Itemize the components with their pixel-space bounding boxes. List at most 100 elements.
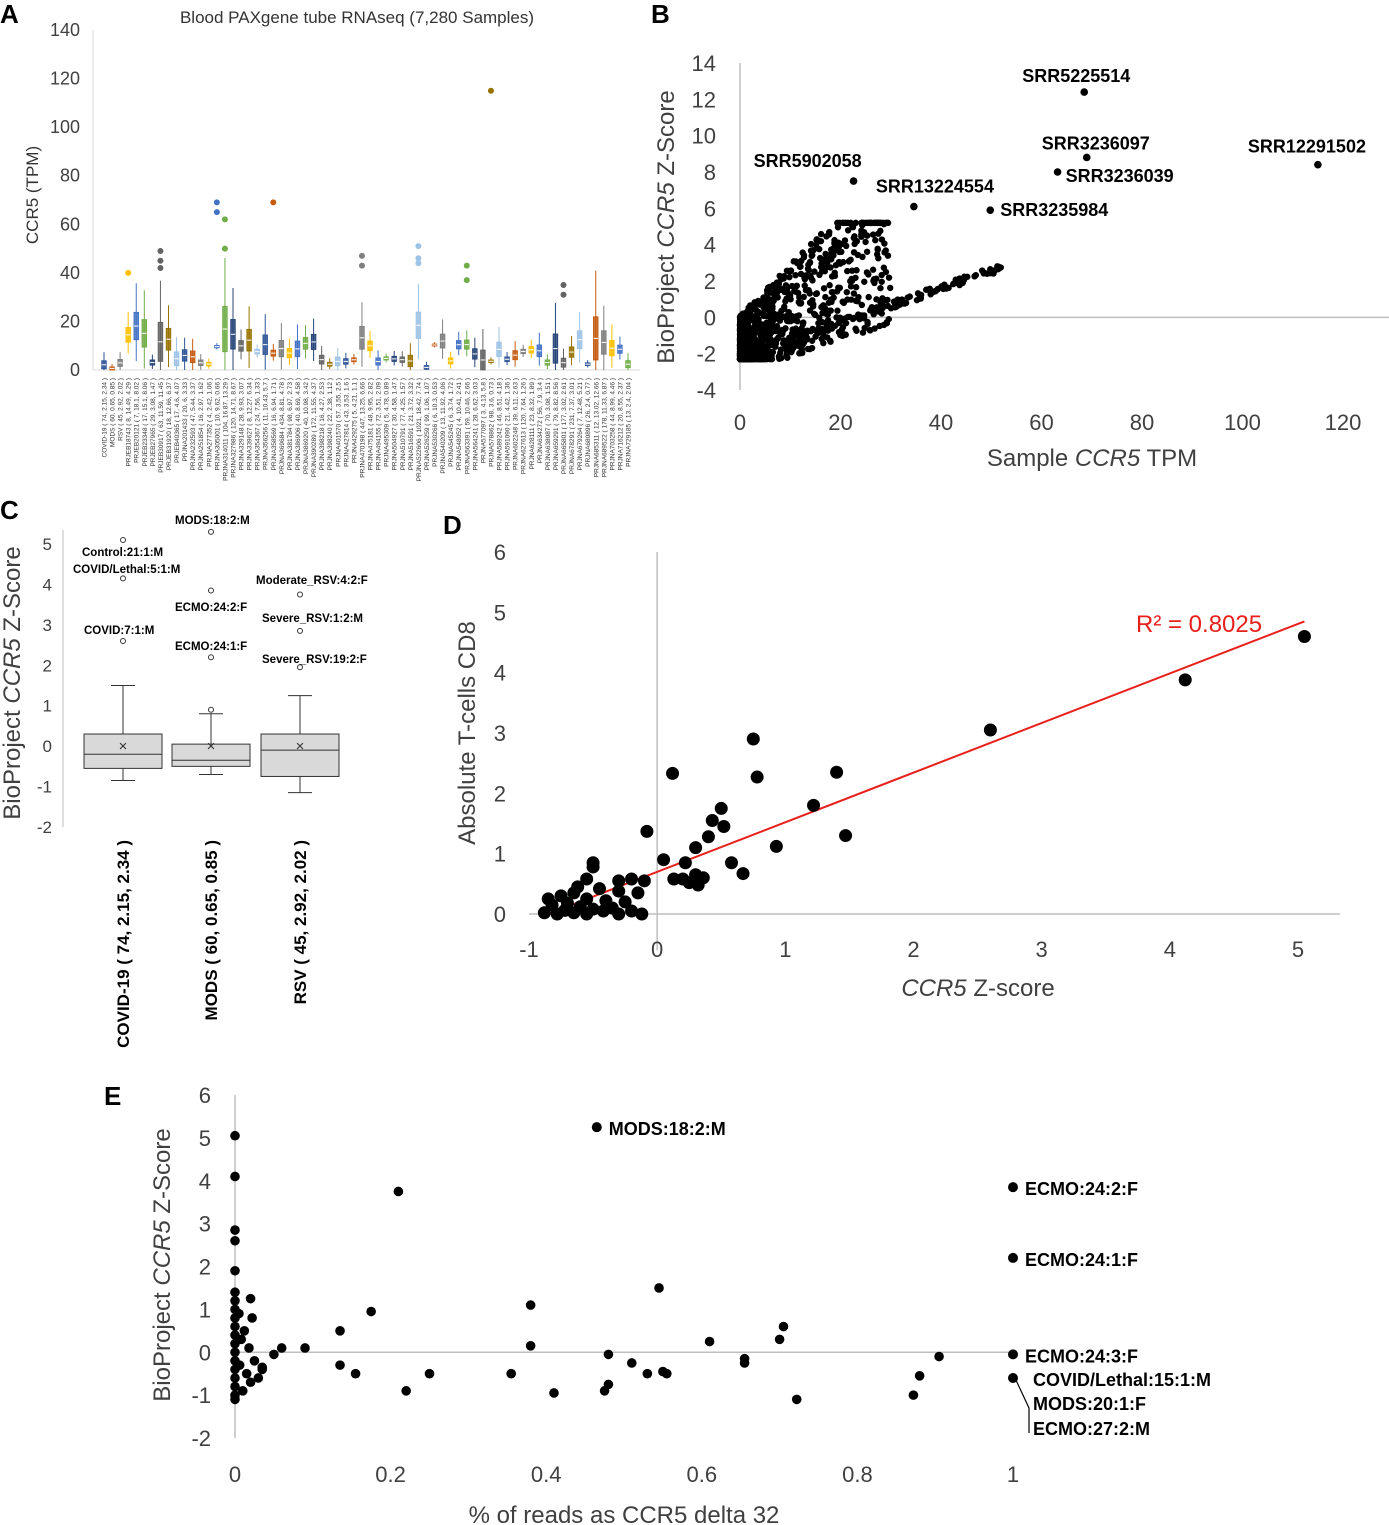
panel-b-sample-point [864,232,871,239]
panel-b-sample-point [867,306,875,313]
panel-e-y-tick-label: 2 [199,1255,211,1280]
panel-a-category-label: PRJNA495309 ( 5, 4.78, 0.89 ) [384,378,391,467]
panel-c-y-tick-label: 3 [43,616,52,635]
panel-b-sample-point [736,330,744,338]
panel-e-point [350,1368,361,1379]
panel-a-category-label: PRJNA232593 ( 47, 5.44, 3.37 ) [190,378,197,471]
panel-c-y-tick-label: -1 [37,778,52,797]
panel-d-point [1178,673,1192,687]
panel-e-point [230,1296,240,1306]
panel-b-sample-point [883,320,891,327]
panel-a-category-label: PRJNA314011 ( 104, 16.87, 13.29 ) [222,378,229,481]
panel-e-point [300,1343,310,1353]
panel-e-point [704,1336,715,1347]
panel-b-sample-point [881,240,888,247]
panel-c-y-tick-label: 5 [43,535,52,554]
panel-b-sample-point [813,236,820,244]
panel-d-point [567,886,581,900]
panel-a-category-label: PRJNA638087 ( 70, 3.08, 1.51 ) [545,378,552,471]
panel-b-sample-point [736,335,744,343]
panel-b-sample-point [884,219,892,227]
panel-e-labeled-point [1008,1349,1018,1360]
panel-b-sample-point [781,287,788,295]
panel-d-point [983,723,997,737]
panel-b-sample-point [806,259,814,266]
panel-e-x-tick-label: 0 [229,1462,241,1487]
panel-b-scatter: -4 -2 0 2 4 6 8 10 12 14 0 20 40 60 80 100 120 SRR522551… [653,51,1389,472]
panel-b-sample-point [800,319,807,326]
panel-a-category-label: PRJNA510791 ( 77, 4.25, 1.57 ) [400,378,407,471]
panel-b-sample-point [757,325,764,332]
panel-b-sample-point [812,311,819,319]
panel-b-sample-point [777,276,785,283]
panel-a-category-label: PRJNA578862 ( 98, 3.6, 0.73 ) [488,378,495,467]
panel-d-point [667,872,681,886]
panel-a-outlier-point [463,277,470,284]
panel-d-point [666,766,680,780]
panel-b-x-tick-label: 120 [1325,410,1362,435]
panel-b-sample-point [916,291,923,299]
panel-a-category-label: PRJNA526259 ( 99, 1.06, 1.07 ) [424,378,431,471]
panel-b-sample-point [793,282,801,290]
panel-e-point [230,1265,240,1276]
panel-b-sample-point [874,219,881,227]
panel-e-y-tick-label: 1 [199,1297,211,1322]
panel-a-category-label: PRJNA564241 ( 28, 6.62, 3.03 ) [472,378,479,471]
panel-e-point [244,1343,254,1353]
panel-b-sample-point [827,296,835,303]
panel-a-category-label: PRJNA680896 ( 26, 2.4, 0.77 ) [585,378,592,467]
panel-b-point-label: SRR5225514 [1022,66,1130,86]
panel-d-point [612,874,626,888]
panel-c-annotation: COVID:7:1:M [84,625,154,637]
panel-b-sample-point [828,288,836,296]
panel-letter-c: C [0,495,19,525]
panel-d-point [657,853,671,867]
panel-e-labeled-point [1008,1372,1018,1383]
panel-e-point [549,1388,559,1398]
panel-b-sample-point [769,341,776,349]
panel-b-sample-point [795,337,803,344]
panel-b-sample-point [765,332,772,340]
panel-b-sample-point [782,298,789,305]
panel-a-outlier-point [560,291,567,298]
panel-e-point-label: ECMO:24:2:F [1025,1179,1138,1199]
panel-e-point [230,1347,240,1358]
panel-e-point-label: ECMO:24:3:F [1025,1346,1138,1366]
panel-d-x-tick-label: 1 [779,937,791,962]
panel-b-sample-point [870,277,877,285]
panel-c-category-label: RSV ( 45, 2.92, 2.02 ) [291,840,310,1004]
panel-b-sample-point [793,313,800,320]
panel-c-box [260,733,340,777]
panel-b-sample-point [789,326,796,333]
panel-a-outlier-point [358,252,365,259]
panel-e-x-tick-label: 0.4 [531,1462,562,1487]
panel-e-x-tick-label: 1 [1007,1462,1019,1487]
panel-e-point [908,1390,919,1400]
panel-b-sample-point [849,223,857,231]
panel-a-category-label: PRJNA678291 ( 231, 7.37, 3.01 ) [569,378,576,474]
panel-letter-d: D [443,510,462,540]
panel-b-point-label: SRR5902058 [754,151,862,171]
panel-b-sample-point [844,227,852,234]
panel-a-category-label: PRJNA386906 ( 40, 8.69, 4.58 ) [295,378,302,471]
panel-e-point [335,1360,345,1370]
panel-b-sample-point [842,242,850,250]
panel-b-sample-point [879,301,886,309]
panel-b-sample-point [763,312,770,320]
panel-b-sample-point [758,355,765,363]
panel-b-sample-point [811,268,818,275]
panel-b-sample-point [850,249,858,256]
panel-c-annotation: Control:21:1:M [82,547,163,559]
panel-d-point [637,874,651,888]
panel-c-annotation: ECMO:24:2:F [175,602,247,614]
panel-b-sample-point [809,251,816,259]
panel-b-sample-point [765,325,773,332]
panel-d-point [746,732,760,746]
panel-b-x-tick-label: 0 [734,410,746,435]
panel-b-sample-point [882,296,889,304]
panel-b-sample-point [794,318,801,325]
panel-a-boxplot: Blood PAXgene tube RNAseq (7,280 Samples… [23,8,640,481]
panel-d-x-tick-label: 5 [1292,937,1304,962]
panel-a-category-label: PRJEB23348 ( 17, 15.1, 8.06 ) [142,378,149,467]
panel-e-point [661,1368,672,1379]
